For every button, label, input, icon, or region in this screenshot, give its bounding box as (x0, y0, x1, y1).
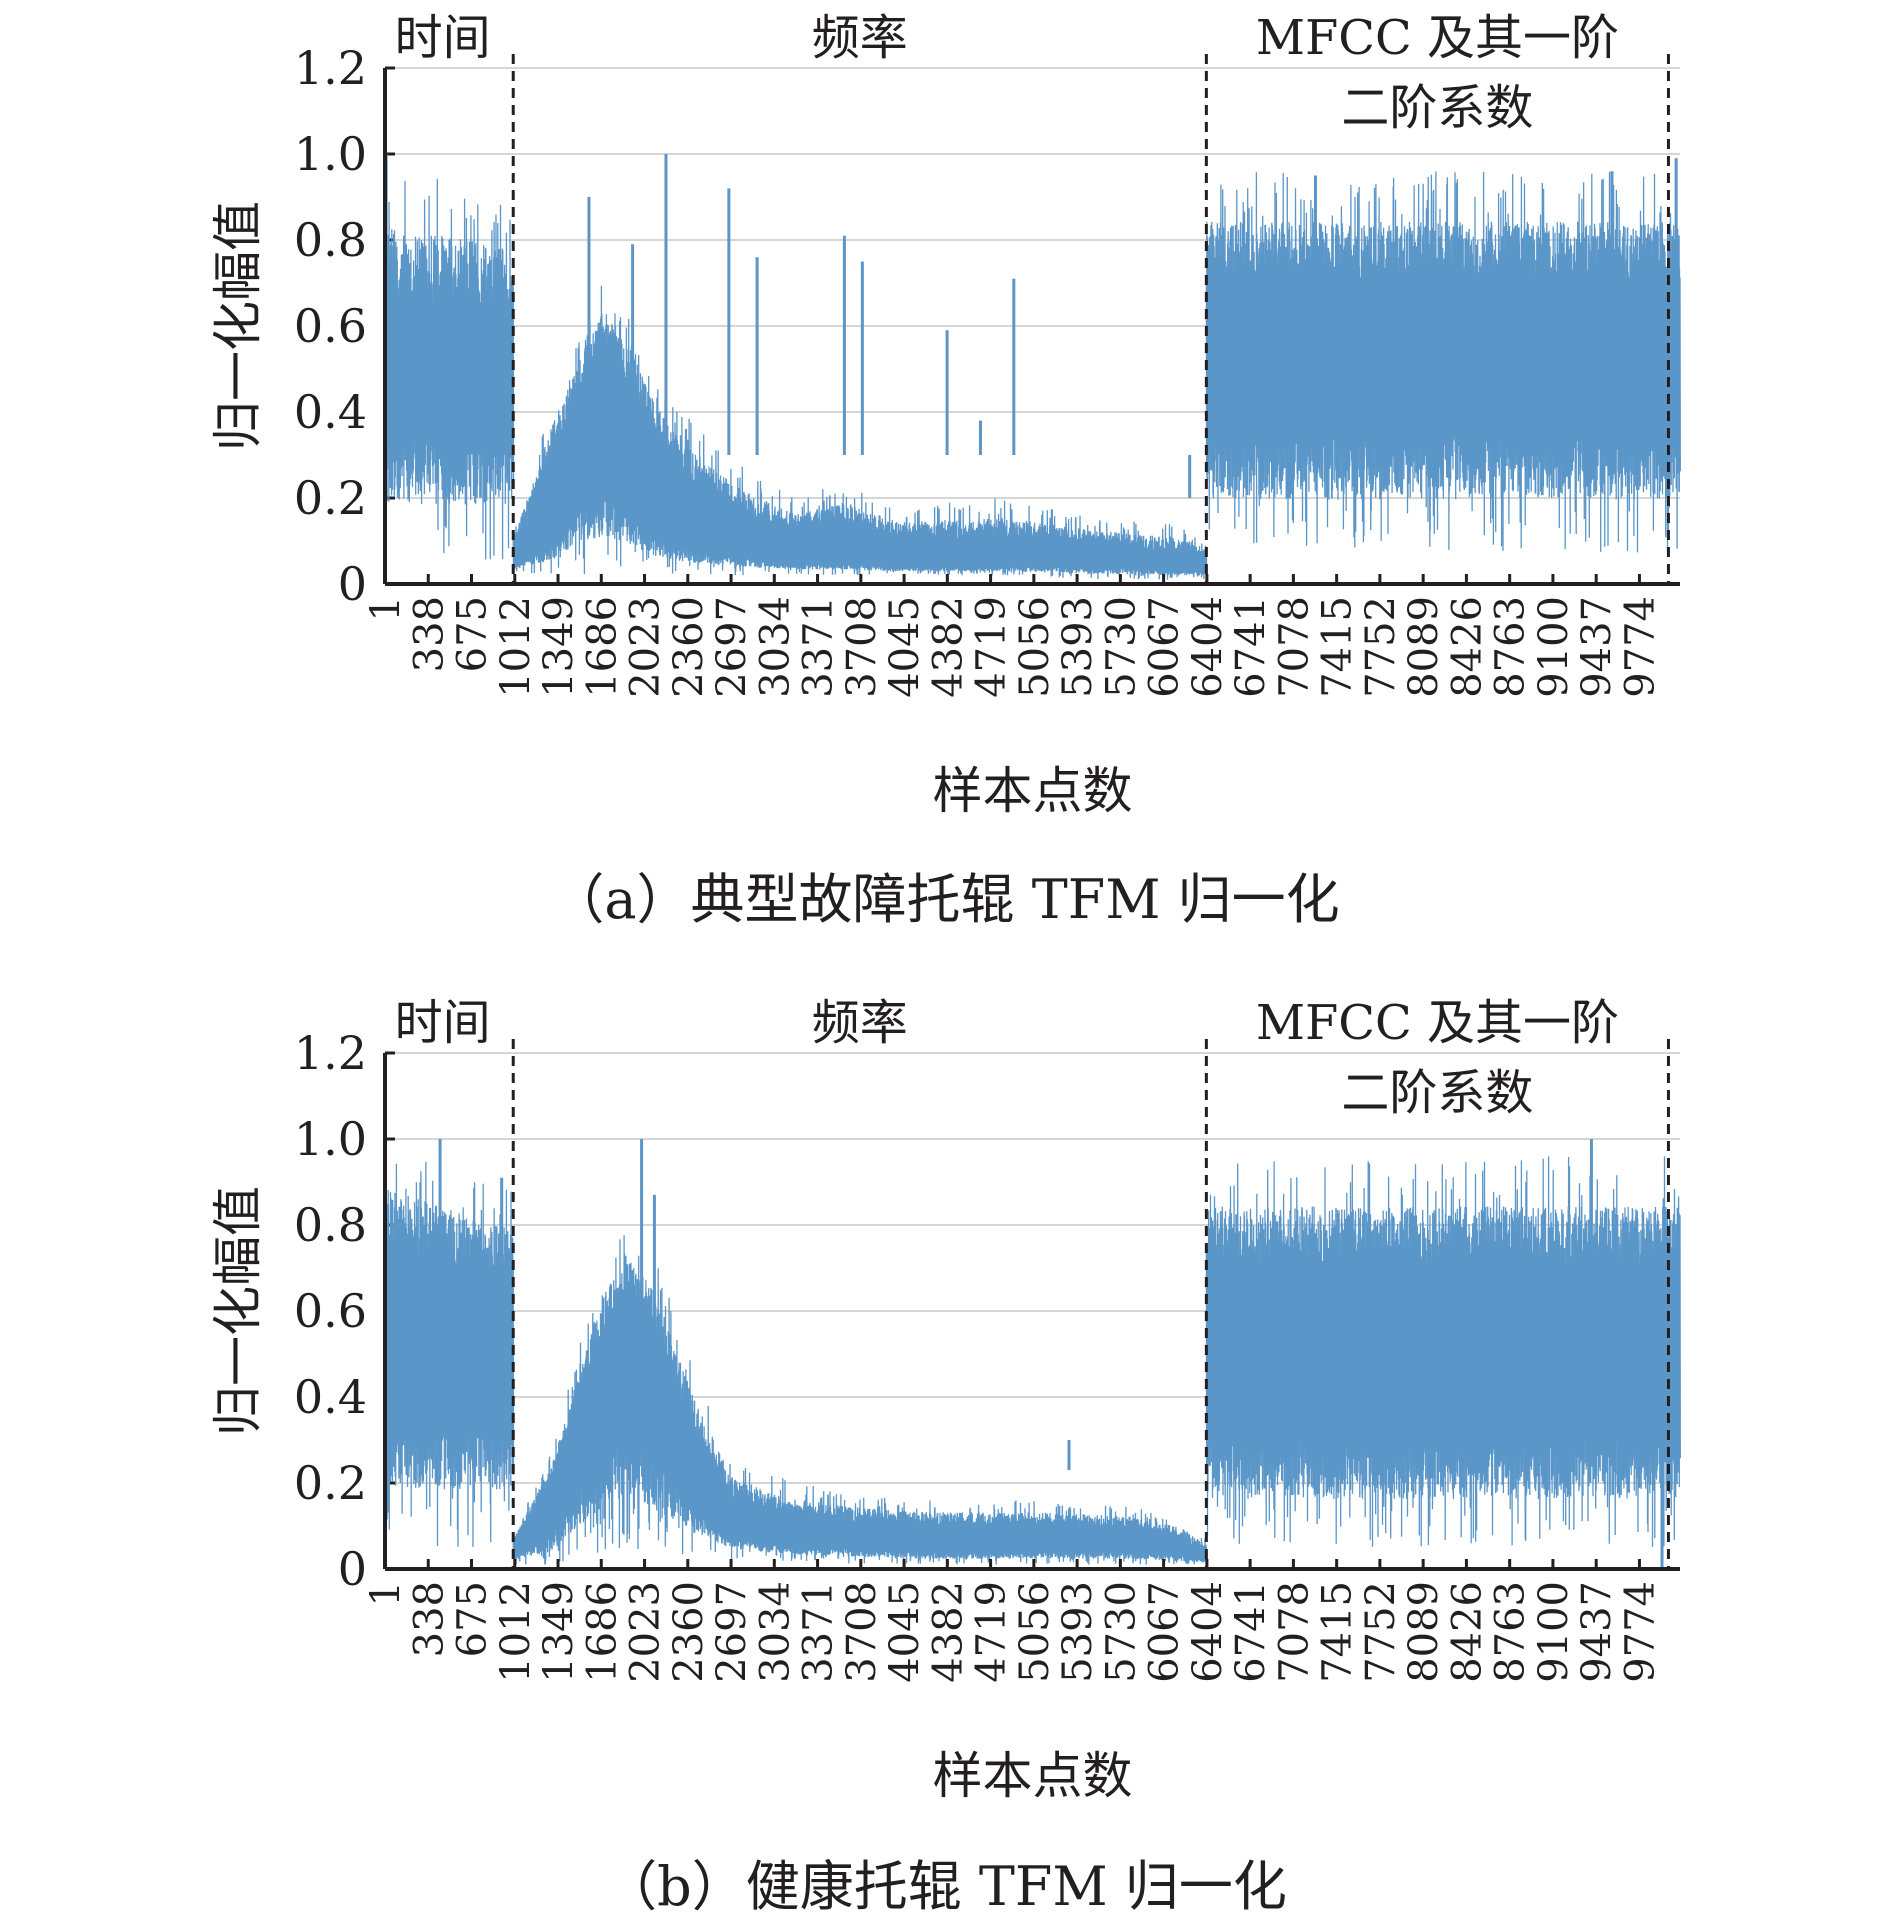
x-tick-label: 8763 (1488, 1581, 1534, 1683)
x-tick-label: 2697 (709, 596, 755, 698)
x-tick-label: 675 (450, 596, 496, 672)
x-axis-title: 样本点数 (933, 1747, 1133, 1805)
x-tick-label: 7078 (1271, 1581, 1317, 1683)
x-tick-label: 5730 (1098, 596, 1144, 698)
x-tick-label: 7415 (1315, 596, 1361, 698)
x-axis-title: 样本点数 (933, 762, 1133, 820)
x-tick-label: 6741 (1228, 596, 1274, 698)
x-tick-label: 3371 (796, 1581, 842, 1683)
y-axis-title: 归一化幅值 (209, 1186, 267, 1436)
x-tick-label: 1686 (579, 1581, 625, 1683)
x-tick-label: 8426 (1444, 596, 1490, 698)
x-tick-label: 6067 (1142, 596, 1188, 698)
x-tick-label: 8089 (1401, 1581, 1447, 1683)
x-tick-label: 1349 (536, 596, 582, 698)
x-tick-label: 1012 (493, 1581, 539, 1683)
x-tick-label: 338 (406, 596, 452, 672)
x-tick-label: 1012 (493, 596, 539, 698)
x-tick-label: 7415 (1315, 1581, 1361, 1683)
x-tick-label: 2023 (623, 1581, 669, 1683)
x-tick-label: 9437 (1574, 596, 1620, 698)
series-band-0 (385, 1246, 514, 1419)
section-label: 频率 (812, 10, 908, 66)
x-tick-label: 1 (363, 1581, 409, 1606)
x-tick-label: 3708 (839, 596, 885, 698)
x-tick-label: 5393 (1055, 1581, 1101, 1683)
x-tick-label: 8426 (1444, 1581, 1490, 1683)
x-tick-label: 4719 (969, 596, 1015, 698)
x-tick-label: 3371 (796, 596, 842, 698)
y-axis-title: 归一化幅值 (209, 201, 267, 451)
x-tick-label: 675 (450, 1581, 496, 1657)
x-tick-label: 9774 (1617, 596, 1663, 698)
y-tick-label: 1.2 (294, 1026, 367, 1080)
x-tick-label: 1686 (579, 596, 625, 698)
x-tick-label: 8763 (1488, 596, 1534, 698)
x-tick-label: 6067 (1142, 1581, 1188, 1683)
x-tick-label: 6404 (1185, 596, 1231, 698)
x-tick-label: 3034 (752, 1581, 798, 1683)
x-tick-label: 7752 (1358, 1581, 1404, 1683)
x-tick-label: 9100 (1531, 596, 1577, 698)
y-tick-label: 1.0 (294, 127, 367, 181)
x-tick-label: 4045 (882, 1581, 928, 1683)
x-tick-label: 4382 (925, 596, 971, 698)
x-tick-label: 5056 (1012, 1581, 1058, 1683)
y-tick-label: 0.8 (294, 213, 367, 267)
x-tick-label: 2360 (666, 1581, 712, 1683)
section-label: 二阶系数 (1341, 80, 1533, 136)
x-tick-label: 5730 (1098, 1581, 1144, 1683)
section-label: MFCC 及其一阶 (1256, 10, 1619, 66)
section-label: 时间 (395, 10, 491, 66)
x-tick-label: 7078 (1271, 596, 1317, 698)
x-tick-label: 9774 (1617, 1581, 1663, 1683)
series-band-0 (385, 304, 514, 434)
series-band-2 (1206, 1268, 1680, 1440)
x-tick-label: 2023 (623, 596, 669, 698)
y-tick-label: 0.2 (294, 471, 367, 525)
x-tick-label: 4382 (925, 1581, 971, 1683)
chart-a: 0 0.2 0.4 0.6 0.8 1.0 1.2 133867510121349168620… (209, 10, 1681, 820)
y-tick-label: 1.2 (294, 41, 367, 95)
section-label: MFCC 及其一阶 (1256, 995, 1619, 1051)
x-tick-label: 338 (406, 1581, 452, 1657)
x-tick-label: 5393 (1055, 596, 1101, 698)
x-tick-label: 1 (363, 596, 409, 621)
x-tick-label: 3034 (752, 596, 798, 698)
x-tick-label: 1349 (536, 1581, 582, 1683)
x-tick-label: 2697 (709, 1581, 755, 1683)
y-tick-label: 0 (338, 1542, 367, 1596)
series-line (384, 154, 1681, 580)
y-tick-label: 1.0 (294, 1112, 367, 1166)
series-line (384, 1139, 1681, 1569)
x-tick-label: 7752 (1358, 596, 1404, 698)
x-tick-label: 4719 (969, 1581, 1015, 1683)
series-band-2 (1206, 283, 1680, 434)
x-tick-label: 3708 (839, 1581, 885, 1683)
x-tick-label: 4045 (882, 596, 928, 698)
chart-b: 0 0.2 0.4 0.6 0.8 1.0 1.2 133867510121349168620… (209, 995, 1681, 1805)
series-band-1 (513, 1302, 1207, 1561)
section-label: 频率 (812, 995, 908, 1051)
caption-a: （a）典型故障托辊 TFM 归一化 (550, 868, 1340, 931)
y-tick-label: 0 (338, 557, 367, 611)
y-tick-label: 0.4 (294, 1370, 367, 1424)
x-tick-label: 5056 (1012, 596, 1058, 698)
x-tick-label: 9100 (1531, 1581, 1577, 1683)
caption-b: （b）健康托辊 TFM 归一化 (603, 1855, 1287, 1918)
x-tick-label: 6741 (1228, 1581, 1274, 1683)
y-tick-label: 0.8 (294, 1198, 367, 1252)
x-tick-label: 9437 (1574, 1581, 1620, 1683)
y-tick-label: 0.4 (294, 385, 367, 439)
x-tick-label: 8089 (1401, 596, 1447, 698)
section-label: 时间 (395, 995, 491, 1051)
y-tick-label: 0.2 (294, 1456, 367, 1510)
x-tick-label: 2360 (666, 596, 712, 698)
x-tick-label: 6404 (1185, 1581, 1231, 1683)
y-tick-label: 0.6 (294, 299, 367, 353)
y-tick-label: 0.6 (294, 1284, 367, 1338)
section-label: 二阶系数 (1341, 1065, 1533, 1121)
series-band-1 (513, 343, 1207, 572)
